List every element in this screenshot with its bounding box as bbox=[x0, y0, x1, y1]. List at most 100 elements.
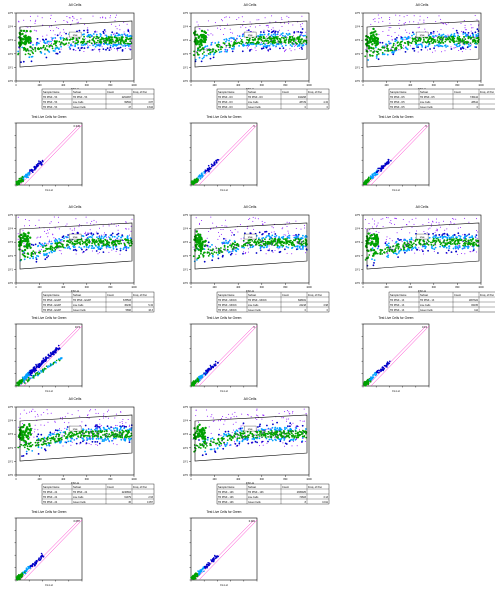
outlier-point bbox=[112, 243, 114, 245]
density-point bbox=[377, 167, 379, 170]
density-point bbox=[251, 246, 254, 248]
outlier-point bbox=[234, 229, 236, 231]
density-point bbox=[46, 42, 48, 44]
density-point bbox=[206, 45, 209, 47]
density-point bbox=[223, 38, 226, 41]
outlier-point bbox=[269, 248, 270, 250]
density-point bbox=[397, 243, 400, 246]
gate-line bbox=[194, 124, 255, 186]
outlier-point bbox=[40, 245, 42, 247]
table-cell: TR PINK - D5 bbox=[390, 96, 405, 99]
outlier-point bbox=[226, 250, 228, 252]
density-point bbox=[242, 44, 245, 46]
density-point bbox=[457, 34, 459, 37]
outlier-point bbox=[129, 44, 131, 46]
outlier-point bbox=[260, 246, 262, 248]
outlier-point bbox=[101, 242, 103, 244]
density-point bbox=[114, 34, 117, 37]
density-point bbox=[113, 36, 116, 39]
outlier-point bbox=[469, 42, 471, 44]
density-point bbox=[383, 53, 386, 56]
outlier-point bbox=[113, 239, 115, 241]
outlier-point bbox=[98, 43, 100, 45]
density-point bbox=[212, 253, 214, 255]
outlier-point bbox=[409, 21, 411, 23]
density-point bbox=[432, 236, 434, 239]
outlier-point bbox=[235, 244, 237, 246]
outlier-point bbox=[419, 19, 421, 21]
outlier-point bbox=[54, 34, 56, 36]
density-point bbox=[214, 163, 216, 165]
outlier-point bbox=[239, 224, 241, 226]
outlier-point bbox=[388, 27, 390, 29]
outlier-point bbox=[301, 240, 303, 242]
density-point bbox=[424, 247, 427, 250]
density-point bbox=[222, 254, 224, 257]
density-point bbox=[104, 37, 106, 40]
outlier-point bbox=[112, 33, 114, 35]
density-point bbox=[437, 238, 440, 241]
density-point bbox=[74, 248, 77, 251]
outlier-point bbox=[223, 51, 225, 53]
outlier-point bbox=[86, 30, 88, 31]
density-point bbox=[375, 46, 377, 49]
outlier-point bbox=[286, 226, 288, 227]
density-point bbox=[299, 41, 302, 43]
density-point bbox=[20, 258, 23, 261]
density-point bbox=[119, 41, 122, 44]
core-point bbox=[194, 39, 198, 42]
outlier-point bbox=[118, 24, 120, 26]
density-point bbox=[18, 177, 21, 180]
outlier-point bbox=[421, 42, 423, 44]
density-point bbox=[68, 245, 70, 248]
density-point bbox=[34, 50, 37, 52]
outlier-point bbox=[59, 33, 61, 35]
density-point bbox=[88, 244, 91, 247]
outlier-point bbox=[437, 46, 439, 48]
density-point bbox=[99, 35, 102, 38]
density-point bbox=[106, 38, 109, 41]
density-point bbox=[397, 246, 399, 248]
density-point bbox=[200, 252, 202, 255]
density-point bbox=[204, 45, 207, 48]
density-point bbox=[111, 235, 114, 238]
outlier-point bbox=[389, 42, 391, 44]
density-point bbox=[386, 244, 388, 247]
density-point bbox=[32, 44, 34, 46]
density-point bbox=[109, 41, 112, 44]
outlier-point bbox=[215, 247, 217, 249]
density-point bbox=[110, 36, 112, 38]
outlier-point bbox=[94, 48, 96, 50]
outlier-point bbox=[271, 244, 273, 246]
density-point bbox=[19, 179, 22, 181]
plot-frame bbox=[15, 12, 135, 82]
density-point bbox=[62, 243, 64, 246]
density-point bbox=[48, 357, 50, 359]
outlier-point bbox=[242, 33, 243, 35]
outlier-point bbox=[224, 225, 226, 227]
density-point bbox=[211, 366, 214, 368]
outlier-point bbox=[57, 28, 59, 29]
table-cell: 99562 bbox=[124, 101, 131, 104]
density-point bbox=[282, 47, 285, 49]
density-point bbox=[448, 245, 451, 247]
outlier-point bbox=[228, 47, 230, 49]
density-point bbox=[228, 37, 231, 40]
outlier-point bbox=[298, 242, 300, 243]
density-point bbox=[25, 173, 27, 176]
density-point bbox=[416, 40, 419, 43]
core-point bbox=[28, 36, 32, 39]
table-cell: Live Cells bbox=[248, 304, 259, 307]
outlier-point bbox=[95, 231, 97, 233]
outlier-point bbox=[267, 249, 268, 251]
outlier-point bbox=[217, 238, 219, 240]
y-tick-label: 10^1 bbox=[183, 268, 189, 271]
outlier-point bbox=[18, 21, 20, 23]
outlier-point bbox=[224, 48, 226, 50]
outlier-point bbox=[63, 29, 65, 31]
outlier-point bbox=[45, 42, 47, 44]
density-point bbox=[280, 244, 282, 246]
outlier-point bbox=[72, 20, 73, 22]
table-header-cell: Count bbox=[282, 90, 289, 94]
density-point bbox=[430, 40, 432, 43]
